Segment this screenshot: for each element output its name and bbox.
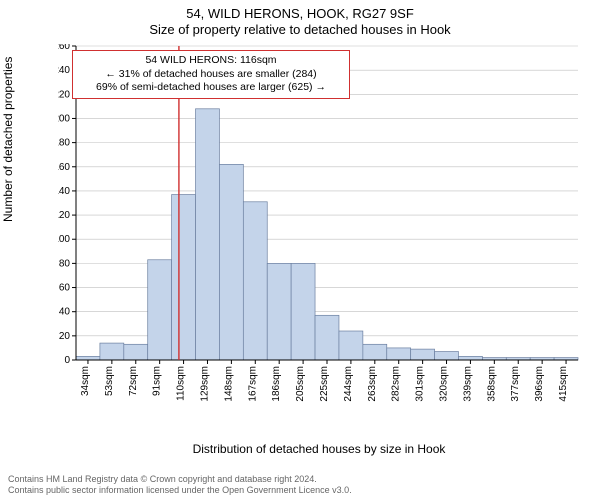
- svg-text:72sqm: 72sqm: [128, 366, 139, 396]
- svg-text:160: 160: [58, 162, 70, 173]
- svg-text:396sqm: 396sqm: [534, 366, 545, 402]
- svg-text:140: 140: [58, 186, 70, 197]
- callout-line1: 54 WILD HERONS: 116sqm: [79, 54, 343, 68]
- svg-text:91sqm: 91sqm: [152, 366, 163, 396]
- chart-address-title: 54, WILD HERONS, HOOK, RG27 9SF: [0, 6, 600, 21]
- svg-text:129sqm: 129sqm: [199, 366, 210, 402]
- marker-callout: 54 WILD HERONS: 116sqm ← 31% of detached…: [72, 50, 350, 99]
- svg-text:240: 240: [58, 65, 70, 76]
- svg-text:358sqm: 358sqm: [486, 366, 497, 402]
- svg-text:220: 220: [58, 89, 70, 100]
- y-axis-label: Number of detached properties: [1, 57, 15, 222]
- svg-text:34sqm: 34sqm: [80, 366, 91, 396]
- callout-line2: ← 31% of detached houses are smaller (28…: [79, 68, 343, 82]
- svg-text:148sqm: 148sqm: [223, 366, 234, 402]
- callout-line3: 69% of semi-detached houses are larger (…: [79, 81, 343, 95]
- svg-text:53sqm: 53sqm: [104, 366, 115, 396]
- footer-line1: Contains HM Land Registry data © Crown c…: [8, 474, 352, 485]
- svg-text:80: 80: [59, 258, 71, 269]
- svg-text:40: 40: [59, 307, 71, 318]
- svg-text:205sqm: 205sqm: [295, 366, 306, 402]
- footer-line2: Contains public sector information licen…: [8, 485, 352, 496]
- svg-text:180: 180: [58, 138, 70, 149]
- x-axis-label: Distribution of detached houses by size …: [58, 442, 580, 456]
- svg-text:263sqm: 263sqm: [367, 366, 378, 402]
- svg-text:100: 100: [58, 234, 70, 245]
- svg-text:225sqm: 225sqm: [319, 366, 330, 402]
- svg-text:415sqm: 415sqm: [558, 366, 569, 402]
- svg-text:167sqm: 167sqm: [247, 366, 258, 402]
- svg-text:200: 200: [58, 113, 70, 124]
- svg-text:20: 20: [59, 331, 71, 342]
- svg-text:0: 0: [64, 355, 70, 366]
- svg-text:339sqm: 339sqm: [462, 366, 473, 402]
- svg-text:377sqm: 377sqm: [510, 366, 521, 402]
- svg-text:260: 260: [58, 44, 70, 52]
- svg-text:282sqm: 282sqm: [391, 366, 402, 402]
- svg-text:60: 60: [59, 283, 71, 294]
- svg-text:110sqm: 110sqm: [176, 366, 187, 401]
- svg-text:301sqm: 301sqm: [415, 366, 426, 402]
- attribution-footer: Contains HM Land Registry data © Crown c…: [8, 474, 352, 497]
- svg-text:244sqm: 244sqm: [343, 366, 354, 402]
- svg-text:186sqm: 186sqm: [271, 366, 282, 402]
- title-block: 54, WILD HERONS, HOOK, RG27 9SF Size of …: [0, 0, 600, 37]
- svg-text:320sqm: 320sqm: [439, 366, 450, 402]
- svg-text:120: 120: [58, 210, 70, 221]
- chart-subtitle: Size of property relative to detached ho…: [0, 22, 600, 37]
